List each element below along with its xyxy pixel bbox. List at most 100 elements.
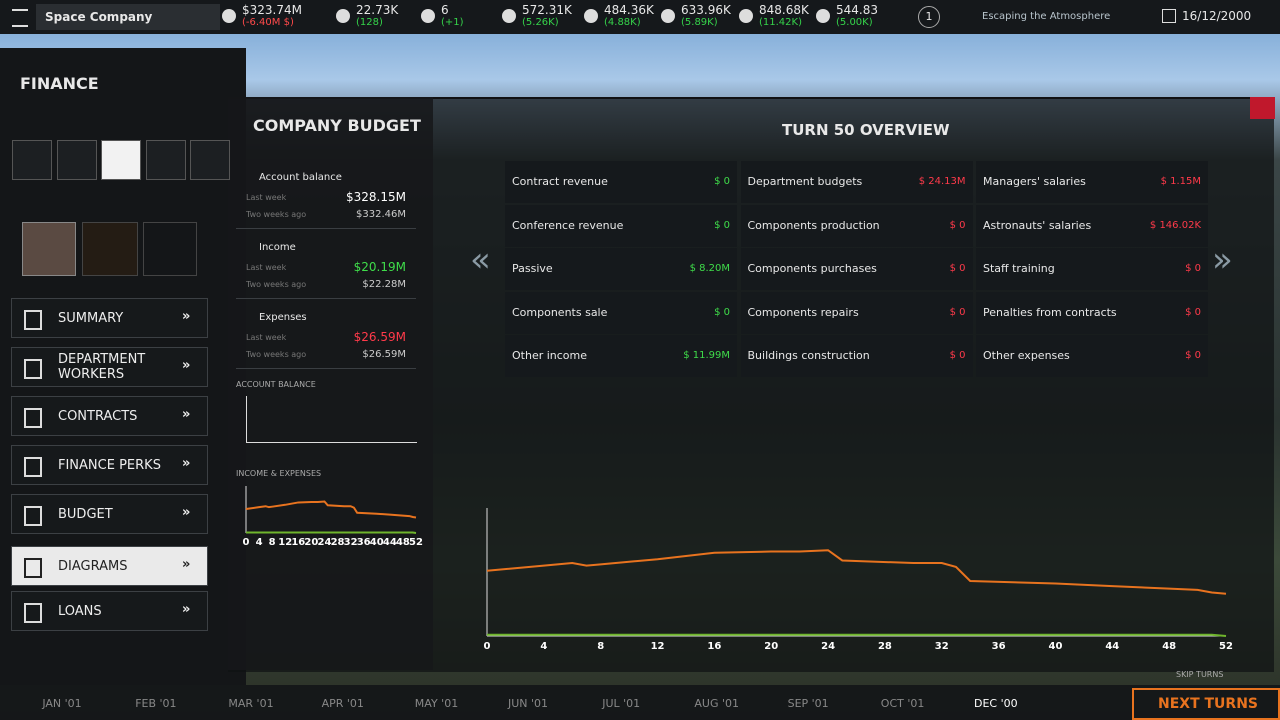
overview-cell: Components repairs $ 0 — [740, 291, 973, 334]
stat-value: 6 — [441, 3, 449, 17]
chevron: » — [182, 557, 191, 572]
overview-cell: Conference revenue $ 0 — [505, 204, 737, 247]
nav-right[interactable]: » — [1212, 240, 1233, 280]
stat-value: 544.83 — [836, 3, 878, 17]
tab[interactable] — [101, 140, 141, 180]
menu-icon — [24, 558, 42, 578]
last-week-value: $20.19M — [353, 260, 406, 274]
menu-item[interactable]: LOANS » — [11, 591, 208, 631]
menu-item[interactable]: FINANCE PERKS » — [11, 445, 208, 485]
month[interactable]: OCT '01 — [880, 697, 925, 710]
x-tick-label: 52 — [1219, 641, 1233, 652]
overview-value: $ 0 — [949, 263, 966, 274]
tab[interactable] — [12, 140, 52, 180]
overview-cell: Staff training $ 0 — [976, 248, 1208, 290]
overview-cell: Components production $ 0 — [740, 204, 973, 247]
stat-icon — [421, 9, 435, 23]
menu-label: CONTRACTS — [58, 408, 138, 424]
menu-item[interactable]: DIAGRAMS » — [11, 546, 208, 586]
month[interactable]: JUN '01 — [508, 697, 549, 710]
chevron: » — [182, 309, 191, 324]
two-weeks-label: Two weeks ago — [246, 350, 307, 359]
menu-icon — [24, 408, 42, 428]
overview-label: Components repairs — [747, 305, 859, 319]
overview-value: $ 1.15M — [1160, 176, 1201, 187]
month[interactable]: JAN '01 — [42, 697, 82, 710]
menu-item[interactable]: DEPARTMENT WORKERS » — [11, 347, 208, 387]
budget-column — [228, 97, 433, 670]
x-tick-label: 28 — [331, 537, 345, 548]
tab[interactable] — [57, 140, 97, 180]
x-tick-label: 40 — [370, 537, 384, 548]
overview-label: Astronauts' salaries — [983, 218, 1092, 232]
divider — [236, 368, 416, 369]
overview-label: Department budgets — [747, 175, 863, 188]
locked-slot — [143, 222, 197, 276]
menu-label: LOANS — [58, 603, 102, 619]
data-line — [487, 633, 1227, 637]
x-tick-label: 12 — [651, 641, 665, 652]
tab[interactable] — [146, 140, 186, 180]
overview-cell: Passive $ 8.20M — [505, 248, 737, 290]
stat-value: 572.31K — [522, 3, 572, 17]
month[interactable]: JUL '01 — [602, 697, 641, 710]
add-slot — [82, 222, 138, 276]
last-week-value: $26.59M — [353, 330, 406, 344]
menu-item[interactable]: BUDGET » — [11, 494, 208, 534]
month[interactable]: DEC '00 — [974, 697, 1018, 710]
overview-label: Managers' salaries — [983, 175, 1086, 188]
date: 16/12/2000 — [1182, 9, 1252, 23]
last-week-value: $328.15M — [346, 190, 406, 204]
month[interactable]: AUG '01 — [694, 697, 740, 710]
two-weeks-label: Two weeks ago — [246, 210, 307, 219]
close-button[interactable] — [1250, 97, 1275, 119]
menu-button[interactable] — [12, 9, 28, 27]
stat-value: $323.74M — [242, 3, 302, 17]
x-tick-label: 44 — [383, 537, 397, 548]
menu-item[interactable]: CONTRACTS » — [11, 396, 208, 436]
budget-title: COMPANY BUDGET — [253, 116, 421, 135]
timeline — [0, 685, 1280, 720]
month[interactable]: APR '01 — [321, 697, 364, 710]
overview-label: Components sale — [512, 305, 608, 319]
overview-label: Buildings construction — [747, 349, 870, 362]
month[interactable]: MAR '01 — [228, 697, 274, 710]
overview-cell: Components purchases $ 0 — [740, 248, 973, 290]
chevron: » — [182, 358, 191, 373]
overview-value: $ 8.20M — [689, 263, 730, 274]
menu-label: SUMMARY — [58, 310, 124, 326]
chart-title: ACCOUNT BALANCE — [236, 380, 316, 389]
two-weeks-value: $22.28M — [362, 279, 406, 290]
overview-value: $ 0 — [1185, 263, 1201, 274]
overview-label: Contract revenue — [512, 175, 608, 188]
x-tick-label: 24 — [821, 641, 835, 652]
overview-value: $ 11.99M — [683, 350, 730, 361]
month[interactable]: FEB '01 — [135, 697, 177, 710]
stat-value: 22.73K — [356, 3, 399, 17]
menu-label: DIAGRAMS — [58, 558, 128, 574]
next-button[interactable]: NEXT TURNS — [1132, 688, 1280, 720]
menu-icon — [24, 603, 42, 623]
month[interactable]: SEP '01 — [787, 697, 829, 710]
x-tick-label: 4 — [256, 537, 263, 548]
company-name: Space Company — [36, 4, 220, 30]
x-tick-label: 12 — [278, 537, 292, 548]
budget-label: Account balance — [259, 172, 342, 183]
stat-delta: (128) — [356, 17, 383, 28]
overview-cell: Buildings construction $ 0 — [740, 335, 973, 377]
overview-value: $ 0 — [714, 306, 730, 318]
level-badge: 1 — [918, 6, 940, 28]
month[interactable]: MAY '01 — [414, 697, 459, 710]
overview-cell: Components sale $ 0 — [505, 291, 737, 334]
menu-item[interactable]: SUMMARY » — [11, 298, 208, 338]
overview-value: $ 0 — [949, 350, 966, 361]
stat-value: 484.36K — [604, 3, 654, 17]
overview-cell: Other expenses $ 0 — [976, 335, 1208, 377]
tab[interactable] — [190, 140, 230, 180]
two-weeks-value: $332.46M — [356, 209, 406, 220]
divider — [236, 298, 416, 299]
overview-label: Other expenses — [983, 349, 1070, 362]
nav-left[interactable]: « — [470, 240, 491, 280]
menu-label: DEPARTMENT WORKERS — [58, 352, 146, 382]
x-tick-label: 36 — [357, 537, 371, 548]
